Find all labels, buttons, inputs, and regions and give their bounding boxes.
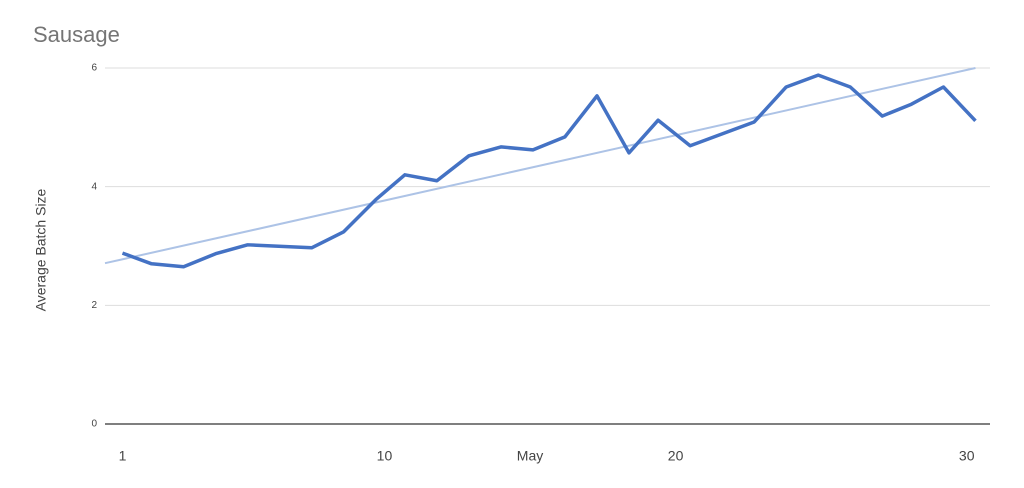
x-tick-label: 30 [959,448,975,464]
y-tick-label: 6 [91,63,97,74]
trendline [104,67,976,265]
data-line [121,73,977,269]
x-tick-label: 20 [668,448,684,464]
y-tick-label: 4 [91,181,97,192]
y-axis-label: Average Batch Size [33,188,49,311]
chart-title: Sausage [33,22,120,47]
x-tick-label: 1 [119,448,127,464]
x-tick-label: 10 [377,448,393,464]
x-tick-label: May [517,448,543,464]
y-tick-label: 0 [91,419,97,430]
y-tick-label: 2 [91,300,97,311]
